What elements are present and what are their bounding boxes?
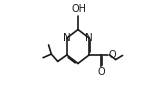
Text: O: O: [108, 49, 116, 60]
Text: OH: OH: [71, 4, 86, 14]
Text: O: O: [98, 67, 105, 77]
Text: N: N: [85, 33, 93, 43]
Text: N: N: [63, 33, 71, 43]
